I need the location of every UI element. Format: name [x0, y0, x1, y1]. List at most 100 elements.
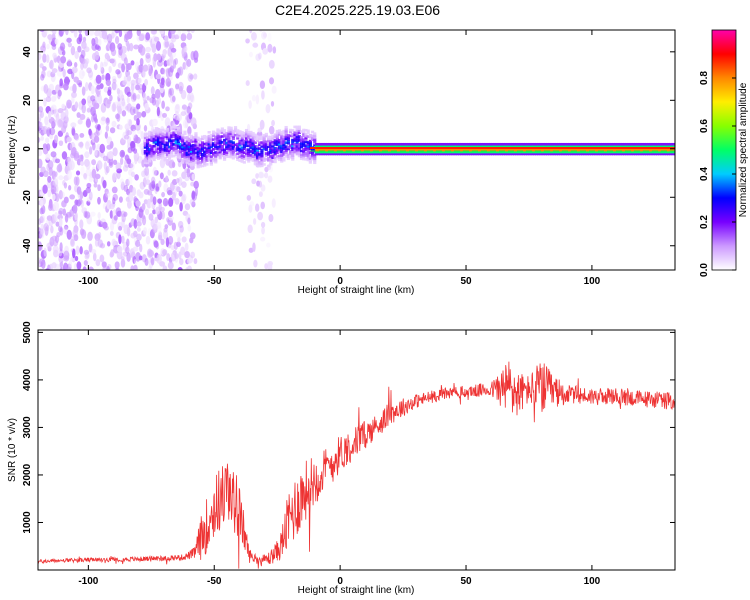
heatmap-cell: [249, 156, 253, 159]
heatmap-cell: [308, 159, 312, 162]
heatmap-cell: [378, 148, 382, 152]
heatmap-cell: [87, 100, 94, 107]
heatmap-cell: [473, 152, 477, 156]
heatmap-cell: [431, 150, 435, 154]
heatmap-cell: [218, 147, 222, 150]
heatmap-cell: [385, 152, 389, 156]
heatmap-cell: [183, 132, 187, 136]
heatmap-cell: [304, 136, 308, 140]
heatmap-cell: [205, 141, 209, 145]
heatmap-cell: [105, 124, 110, 132]
heatmap-cell: [277, 131, 282, 134]
heatmap-cell: [142, 177, 147, 188]
heatmap-cell: [194, 143, 198, 147]
heatmap-cell: [350, 148, 354, 152]
heatmap-cell: [433, 150, 437, 154]
heatmap-cell: [187, 162, 191, 166]
heatmap-cell: [203, 160, 207, 163]
heatmap-cell: [260, 145, 264, 148]
heatmap-cell: [295, 146, 299, 150]
heatmap-cell: [308, 143, 312, 147]
heatmap-cell: [427, 152, 431, 156]
heatmap-cell: [130, 141, 136, 152]
heatmap-cell: [468, 144, 473, 148]
heatmap-cell: [429, 142, 433, 146]
heatmap-cell: [48, 198, 53, 209]
heatmap-cell: [258, 52, 262, 60]
heatmap-cell: [102, 61, 108, 67]
heatmap-cell: [642, 142, 646, 146]
heatmap-cell: [589, 152, 594, 156]
heatmap-cell: [347, 148, 352, 152]
heatmap-cell: [45, 54, 50, 64]
heatmap-cell: [97, 38, 102, 47]
heatmap-cell: [231, 135, 235, 139]
heatmap-cell: [479, 152, 484, 156]
heatmap-cell: [411, 142, 415, 146]
heatmap-cell: [306, 148, 310, 152]
heatmap-cell: [629, 144, 633, 148]
heatmap-cell: [123, 57, 128, 65]
heatmap-cell: [207, 146, 211, 150]
heatmap-cell: [165, 143, 169, 147]
heatmap-cell: [253, 137, 257, 141]
heatmap-cell: [313, 153, 317, 157]
heatmap-cell: [596, 148, 600, 152]
heatmap-cell: [251, 147, 255, 151]
heatmap-cell: [673, 150, 675, 154]
heatmap-cell: [642, 150, 646, 154]
heatmap-cell: [636, 150, 640, 154]
heatmap-cell: [111, 81, 117, 91]
heatmap-cell: [69, 160, 75, 171]
heatmap-cell: [192, 163, 196, 166]
heatmap-cell: [473, 150, 477, 154]
heatmap-cell: [60, 55, 67, 64]
heatmap-cell: [625, 148, 629, 152]
heatmap-cell: [193, 258, 198, 265]
heatmap-cell: [334, 142, 338, 146]
heatmap-cell: [192, 151, 196, 155]
heatmap-cell: [91, 159, 97, 166]
heatmap-cell: [94, 147, 98, 156]
heatmap-cell: [100, 102, 107, 113]
heatmap-cell: [391, 152, 396, 156]
heatmap-cell: [446, 152, 451, 156]
heatmap-cell: [78, 82, 83, 88]
heatmap-cell: [345, 142, 349, 146]
heatmap-cell: [336, 144, 341, 148]
heatmap-cell: [306, 152, 310, 156]
heatmap-cell: [361, 148, 365, 152]
heatmap-cell: [156, 96, 161, 105]
heatmap-cell: [543, 144, 547, 148]
heatmap-cell: [183, 155, 187, 159]
heatmap-cell: [589, 150, 594, 154]
heatmap-cell: [260, 135, 264, 139]
heatmap-cell: [200, 156, 205, 160]
heatmap-cell: [229, 148, 233, 151]
heatmap-cell: [249, 142, 253, 146]
heatmap-cell: [464, 152, 468, 156]
heatmap-cell: [178, 137, 183, 140]
heatmap-cell: [249, 138, 253, 142]
heatmap-cell: [194, 155, 198, 159]
heatmap-cell: [369, 150, 374, 154]
heatmap-cell: [374, 144, 378, 148]
heatmap-cell: [308, 133, 312, 137]
heatmap-cell: [249, 157, 253, 161]
heatmap-cell: [328, 148, 332, 152]
heatmap-cell: [238, 139, 242, 143]
heatmap-cell: [442, 142, 446, 146]
heatmap-cell: [504, 150, 508, 154]
heatmap-cell: [137, 155, 143, 164]
heatmap-cell: [253, 147, 257, 150]
heatmap-cell: [358, 142, 363, 146]
heatmap-cell: [275, 151, 279, 154]
heatmap-cell: [280, 134, 284, 138]
heatmap-cell: [466, 144, 470, 148]
heatmap-cell: [67, 169, 72, 180]
heatmap-cell: [603, 152, 607, 156]
heatmap-cell: [302, 150, 306, 153]
heatmap-cell: [416, 148, 420, 152]
heatmap-cell: [246, 194, 252, 201]
heatmap-cell: [66, 37, 72, 43]
